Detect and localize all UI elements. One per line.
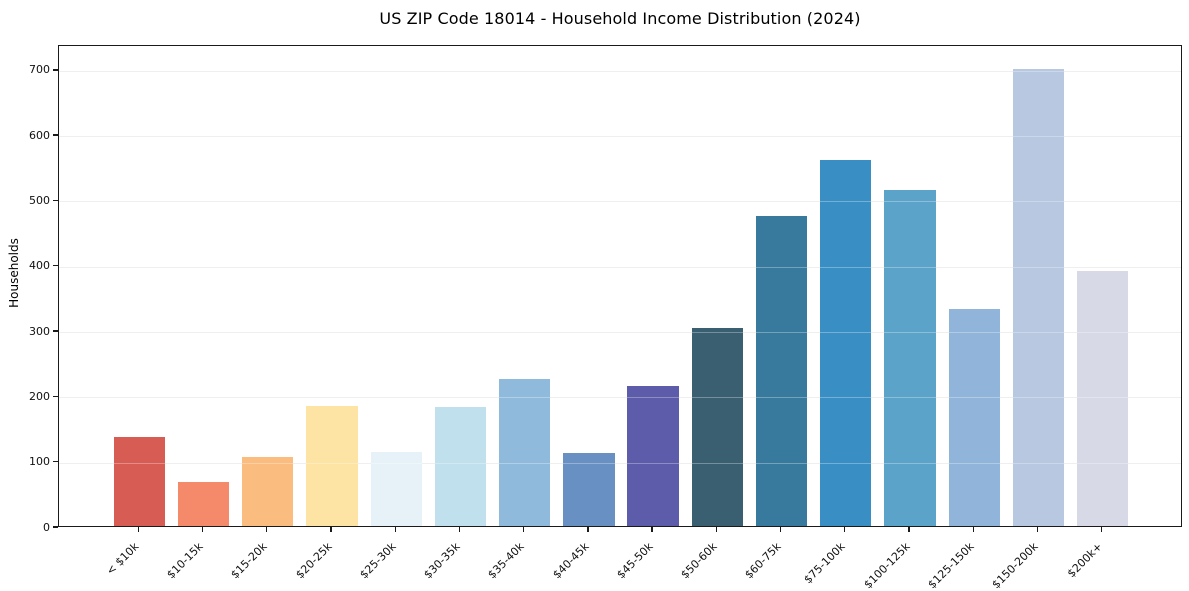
x-tick-11	[779, 527, 782, 532]
y-tick-label-700: 700	[29, 63, 50, 77]
x-tick-label-10: $50-60k	[678, 540, 720, 582]
y-tick-400	[53, 265, 58, 267]
x-tick-label-16: $200k+	[1064, 540, 1105, 581]
y-tick-label-300: 300	[29, 324, 50, 338]
x-tick-label-9: $45-50k	[614, 540, 656, 582]
x-tick-label-4: $20-25k	[292, 540, 335, 582]
bar-60-75k	[755, 215, 808, 526]
gridline-200	[59, 397, 1181, 399]
bar-10k	[113, 437, 165, 526]
y-tick-label-0: 0	[43, 520, 50, 534]
bar-25-30k	[370, 451, 422, 526]
gridline-700	[59, 70, 1181, 72]
x-tick-label-11: $60-75k	[742, 540, 784, 582]
x-tick-label-2: $10-15k	[164, 540, 206, 582]
x-tick-12	[844, 527, 846, 532]
bar-15-20k	[242, 456, 294, 526]
gridline-500	[59, 201, 1181, 203]
x-tick-label-13: $100-125k	[861, 540, 913, 591]
x-tick-label-8: $40-45k	[549, 540, 592, 582]
bar-45-50k	[627, 385, 679, 526]
y-tick-500	[53, 199, 58, 202]
x-tick-8	[587, 527, 589, 532]
x-tick-9	[651, 527, 653, 532]
plot-area	[58, 45, 1182, 527]
x-tick-label-5: $25-30k	[357, 540, 399, 582]
bar-35-40k	[498, 379, 551, 526]
y-axis-label: Households	[7, 238, 21, 308]
bar-30-35k	[434, 407, 487, 526]
gridline-600	[59, 136, 1181, 138]
x-tick-3	[266, 527, 268, 532]
y-tick-600	[53, 134, 58, 136]
bar-200k	[1077, 271, 1129, 526]
y-tick-700	[53, 69, 58, 71]
x-tick-1	[137, 527, 139, 532]
y-tick-label-200: 200	[29, 389, 50, 403]
y-tick-100	[53, 460, 58, 463]
x-tick-label-12: $75-100k	[801, 540, 849, 587]
x-tick-label-3: $15-20k	[228, 540, 270, 582]
y-tick-label-100: 100	[29, 455, 50, 469]
x-tick-label-14: $125-150k	[925, 540, 977, 591]
bar-125-150k	[948, 309, 1000, 526]
x-tick-7	[522, 527, 525, 532]
bar-20-25k	[306, 405, 358, 526]
x-tick-4	[330, 527, 332, 532]
bar-75-100k	[820, 160, 872, 526]
x-tick-2	[201, 527, 204, 532]
x-tick-13	[908, 527, 910, 532]
y-tick-0	[53, 526, 58, 528]
x-tick-label-1: < $10k	[103, 540, 142, 578]
y-tick-200	[53, 395, 58, 398]
y-tick-label-600: 600	[29, 128, 50, 142]
bar-50-60k	[691, 328, 744, 526]
x-tick-10	[715, 527, 718, 532]
y-tick-300	[53, 330, 58, 332]
x-tick-5	[394, 527, 396, 532]
gridline-300	[59, 332, 1181, 334]
chart-title: US ZIP Code 18014 - Household Income Dis…	[379, 9, 861, 28]
bar-150-200k	[1012, 68, 1065, 526]
bar-10-15k	[177, 481, 230, 526]
x-tick-16	[1101, 527, 1103, 532]
gridline-100	[59, 462, 1181, 464]
x-tick-15	[1036, 527, 1039, 532]
y-tick-label-500: 500	[29, 193, 50, 207]
y-tick-label-400: 400	[29, 259, 50, 273]
bar-40-45k	[563, 452, 615, 526]
x-tick-14	[972, 527, 974, 532]
x-tick-6	[458, 527, 461, 532]
x-tick-label-15: $150-200k	[989, 540, 1041, 591]
x-tick-label-7: $35-40k	[485, 540, 527, 582]
gridline-400	[59, 266, 1181, 268]
x-tick-label-6: $30-35k	[421, 540, 463, 582]
bar-100-125k	[884, 189, 936, 526]
